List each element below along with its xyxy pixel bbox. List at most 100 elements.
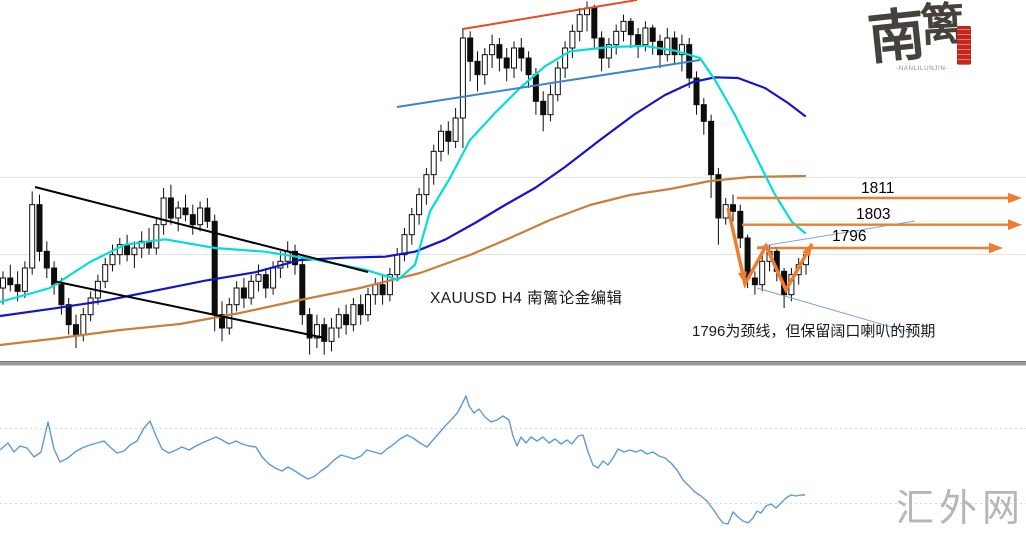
candle-down — [7, 277, 14, 286]
symbol-timeframe-label: XAUUSD H4 南篱论金编辑 — [430, 290, 623, 307]
candle-down — [321, 324, 328, 342]
candle-up — [613, 30, 620, 46]
candle-down — [189, 214, 196, 226]
indicator-line — [0, 395, 805, 525]
candle-up — [0, 277, 6, 289]
candle-up — [569, 30, 576, 49]
indicator-panel-layer — [0, 361, 1026, 525]
candle-down — [211, 220, 218, 316]
candle-down — [36, 204, 43, 252]
candles-layer — [0, 1, 809, 355]
candle-down — [219, 314, 225, 329]
logo-romanized: -NANLILUNJIN- — [896, 65, 949, 72]
zigzag-down-arrowhead — [737, 271, 747, 284]
candle-down — [649, 27, 656, 42]
site-watermark: 汇外网 — [896, 486, 1026, 530]
candle-up — [197, 207, 204, 226]
candle-up — [233, 287, 240, 306]
candle-up — [153, 224, 160, 249]
level-arrowhead-1803 — [1008, 219, 1022, 230]
candle-up — [664, 37, 671, 56]
candle-up — [489, 44, 496, 56]
candle-up — [408, 214, 415, 236]
candle-up — [394, 254, 401, 276]
candle-up — [401, 234, 408, 256]
ma-fast-line — [0, 44, 807, 304]
candle-down — [591, 7, 598, 39]
candle-down — [167, 197, 174, 219]
candle-up — [481, 54, 488, 76]
candle-up — [562, 47, 569, 69]
neckline-annotation: 1796为颈线，但保留阔口喇叭的预期 — [692, 323, 936, 340]
candle-down — [306, 314, 313, 339]
zigzag-layer — [726, 207, 814, 294]
candle-down — [518, 47, 525, 59]
candle-up — [452, 117, 459, 142]
candle-down — [715, 174, 722, 219]
candle-down — [73, 324, 79, 336]
gridlines-layer — [0, 177, 1026, 255]
candle-down — [635, 34, 642, 46]
price-level-label-1796: 1796 — [832, 228, 867, 245]
candle-down — [496, 44, 503, 59]
candle-up — [21, 267, 28, 292]
price-level-label-1803: 1803 — [856, 206, 891, 223]
logo-char-nan: 南 — [864, 0, 929, 73]
candle-up — [335, 314, 342, 329]
candle-down — [299, 264, 306, 316]
candle-down — [58, 284, 65, 306]
candle-up — [350, 304, 357, 326]
candle-up — [248, 280, 255, 299]
candle-down — [532, 74, 539, 102]
candle-up — [511, 47, 517, 69]
candle-down — [14, 284, 21, 292]
candle-up — [423, 174, 430, 196]
candle-up — [386, 274, 393, 296]
candle-down — [693, 77, 700, 106]
candle-up — [547, 94, 554, 116]
trendlines-layer — [34, 0, 921, 339]
candle-up — [313, 324, 320, 339]
candle-up — [459, 37, 466, 119]
candle-down — [627, 20, 634, 36]
candle-up — [131, 247, 138, 256]
candle-up — [270, 267, 277, 289]
candle-up — [372, 284, 379, 296]
candle-up — [620, 20, 627, 32]
rising-support — [396, 59, 701, 108]
candle-down — [182, 207, 189, 216]
rising-channel-top — [462, 0, 638, 30]
level-arrowhead-1796 — [989, 242, 1003, 254]
zigzag-up-arrowhead — [802, 244, 812, 257]
candle-down — [357, 304, 364, 316]
candle-down — [240, 287, 247, 299]
candle-up — [109, 254, 116, 266]
candle-down — [445, 130, 452, 142]
candle-up — [175, 207, 182, 219]
level-arrowhead-1811 — [1008, 192, 1022, 204]
candle-up — [87, 297, 94, 316]
candle-down — [343, 314, 350, 326]
candle-up — [430, 150, 437, 176]
candle-up — [576, 14, 583, 32]
candle-up — [160, 197, 167, 226]
candle-down — [503, 57, 510, 69]
candle-down — [204, 207, 211, 222]
logo-red-seal-icon — [957, 26, 971, 65]
candle-down — [467, 37, 474, 62]
candle-up — [416, 194, 423, 216]
candle-up — [328, 327, 335, 342]
down-channel-upper — [34, 186, 369, 273]
nanli-logo: 南 篱 -NANLILUNJIN- — [860, 0, 1000, 80]
ma-slow-line — [0, 174, 807, 347]
candle-down — [124, 244, 131, 256]
candle-up — [102, 264, 109, 282]
candle-down — [474, 60, 481, 76]
megaphone-lower — [756, 287, 921, 336]
ma-mid-line — [0, 76, 807, 318]
candle-down — [708, 120, 715, 176]
candle-up — [605, 44, 612, 59]
candle-down — [65, 304, 72, 326]
candle-down — [262, 274, 269, 289]
